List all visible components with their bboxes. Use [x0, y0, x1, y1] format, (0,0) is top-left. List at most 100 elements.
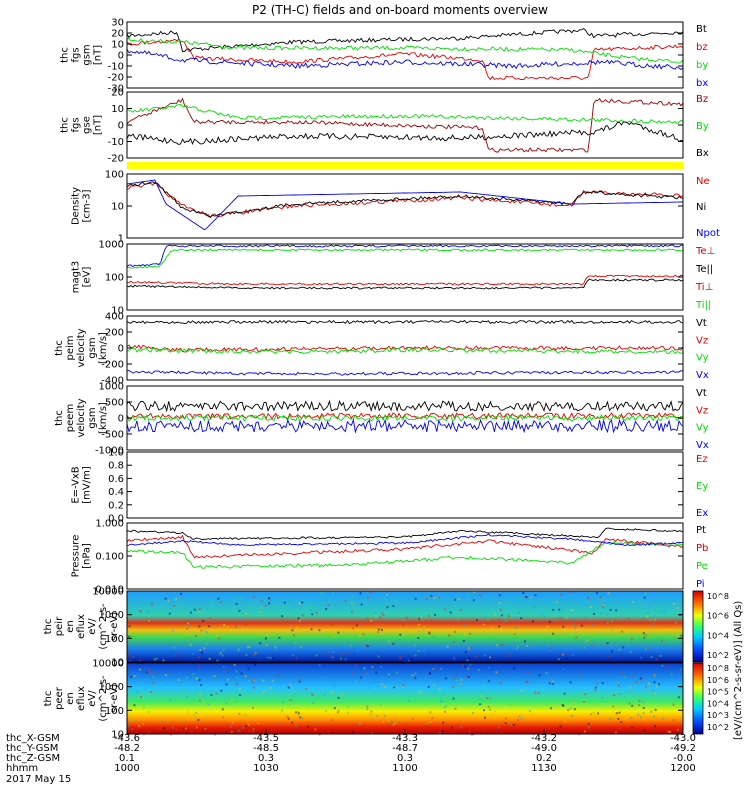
ylabel-line: Density — [71, 187, 82, 225]
legend-ez-label: Ez — [696, 454, 708, 465]
panel-frame — [126, 21, 684, 89]
y-tick-label: 500 — [105, 398, 124, 409]
panel-2: thc fgs gse [nT] 20 10 0 -10 -20 Bz By Bx — [60, 88, 709, 165]
y-tick-label: 30 — [111, 18, 124, 29]
legend-vx-label: Vx — [696, 370, 709, 381]
vx-line — [126, 370, 684, 376]
y-tick-label: 0 — [118, 121, 124, 132]
ylabel-line: fgs — [71, 117, 82, 132]
y-tick-label: -30 — [108, 84, 124, 95]
y-tick-label: 1 — [118, 234, 124, 245]
y-tick-label: 0.6 — [108, 474, 124, 485]
spectrogram-electron — [127, 663, 683, 734]
y-tick-label: 0.100 — [95, 552, 124, 563]
legend-vx-label: Vx — [696, 440, 709, 451]
colorbar-label: [eV/(cm^2-s-sr-eV)] (All Qs) — [733, 601, 744, 740]
legend-bx-label: Bx — [696, 148, 709, 159]
y-tick-label: 1.000 — [95, 519, 124, 530]
colorbar-upper — [692, 590, 704, 663]
legend-ti-label: Ti⊥ — [695, 282, 713, 293]
x-tick-label: 1130 — [531, 763, 556, 774]
vt-peem-line — [126, 399, 684, 413]
legend-bz-label: bz — [696, 42, 708, 53]
y-tick-label: 0.2 — [108, 500, 124, 511]
ylabel-line: eflux — [76, 614, 87, 639]
ylabel-line: (cm^2-s- — [98, 603, 109, 650]
colorbar-tick-label: 10^4 — [707, 699, 729, 708]
vt-line — [126, 319, 684, 325]
panel-4: magt3 [eV] 1000 100 10 Te⊥ Te|| Ti⊥ Ti|| — [71, 240, 716, 317]
y-tick-label: 10 — [111, 306, 124, 317]
ni-line — [126, 181, 684, 218]
y-tick-label: 0.0 — [108, 514, 124, 525]
ylabel-line: thc — [60, 47, 71, 63]
by-gse-line — [126, 103, 684, 125]
y-tick-label: 0.010 — [95, 585, 124, 596]
panel-frame — [126, 522, 684, 590]
panel-8: Pressure [nPa] 1.000 0.100 0.010 Pt Pb Pe Pi — [71, 519, 709, 596]
panel-7: E=-VxB [mV/m] 1.0 0.8 0.6 0.4 0.2 0.0 Ez Ey Ex — [71, 448, 709, 525]
y-tick-label: 10 — [111, 202, 124, 213]
y-tick-label: 1000 — [99, 682, 124, 693]
y-tick-label: 10000 — [92, 659, 124, 670]
spectrogram-ion — [127, 591, 683, 662]
y-tick-label: 10 — [111, 730, 124, 741]
ylabel-line: sr-eV) — [109, 612, 120, 641]
by-line — [126, 37, 684, 64]
y-tick-label: -200 — [101, 360, 124, 371]
y-tick-label: 10 — [111, 40, 124, 51]
y-tick-label: -400 — [101, 376, 124, 387]
ylabel-line: en — [65, 620, 76, 633]
legend-pt-label: Pt — [696, 525, 706, 536]
legend-vz-label: Vz — [696, 335, 708, 346]
x-tick-label: -0.0 — [673, 753, 693, 764]
ylabel-line: [mV/m] — [82, 466, 93, 504]
panel-10: thc peer en eflux eV/(cm^2-s-sr-eV) 10000 1000… — [43, 659, 684, 741]
ylabel-line: eflux — [76, 686, 87, 711]
colorbar-tick-label: 10^6 — [707, 612, 729, 621]
ylabel-line: en — [65, 692, 76, 705]
y-tick-label: -1000 — [95, 446, 124, 457]
legend-bx-label: bx — [696, 78, 708, 89]
te-par-line — [126, 278, 684, 290]
x-tick-label: -43.3 — [392, 733, 418, 744]
x-tick-label: 0.3 — [258, 753, 274, 764]
ylabel-line: [nT] — [93, 115, 104, 135]
ylabel-line: peem — [65, 404, 76, 432]
ylabel-line: eV/ — [87, 618, 98, 635]
ylabel-line: thc — [54, 340, 65, 356]
ylabel-line: (cm^2-s- — [98, 675, 109, 722]
x-tick-label: -48.2 — [114, 743, 140, 754]
colorbar-lower — [692, 662, 704, 735]
y-tick-label: 1000 — [99, 382, 124, 393]
legend-vy-label: Vy — [696, 423, 709, 434]
colorbar-tick-label: 10^4 — [707, 631, 729, 640]
legend-ex-label: Ex — [696, 508, 708, 519]
x-tick-label: -43.2 — [531, 733, 557, 744]
x-tick-label: 1030 — [253, 763, 278, 774]
y-tick-label: 1000 — [99, 240, 124, 251]
y-tick-label: 20 — [111, 88, 124, 99]
ylabel-line: gsm — [82, 44, 93, 65]
x-tick-label: -43.6 — [114, 733, 140, 744]
legend-te-label: Te⊥ — [695, 246, 715, 257]
ylabel-line: velocity — [76, 398, 87, 437]
date-label: 2017 May 15 — [6, 774, 71, 785]
y-tick-label: -20 — [108, 73, 124, 84]
vy-peem-line — [126, 413, 684, 422]
colorbar-tick-label: 10^2 — [707, 723, 729, 732]
legend-bt-label: Bt — [696, 24, 707, 35]
ylabel-line: sr-eV) — [109, 684, 120, 713]
pb-line — [126, 534, 684, 559]
y-tick-label: 100 — [105, 273, 124, 284]
panels: thc fgs gsm [nT]3020100-10-20-30Btbzbybxthc… — [43, 18, 720, 741]
x-tick-label: -49.0 — [531, 743, 557, 754]
y-tick-label: 1.0 — [108, 448, 124, 459]
colorbar-tick-label: 10^3 — [707, 711, 729, 720]
y-tick-label: 100 — [105, 170, 124, 181]
x-tick-label: -43.0 — [670, 733, 696, 744]
ylabel-line: E=-VxB — [71, 466, 82, 503]
figure-title: P2 (TH-C) fields and on-board moments ov… — [252, 3, 548, 17]
